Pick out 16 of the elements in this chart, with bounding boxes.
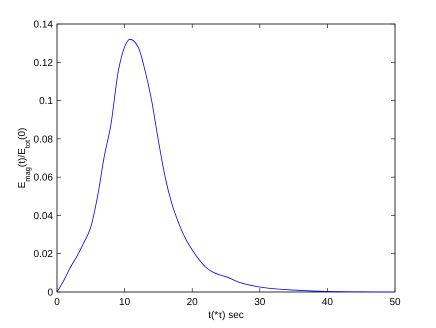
- y-tick-label: 0.1: [39, 96, 54, 108]
- x-tick-label: 40: [322, 297, 334, 308]
- y-tick-label: 0.14: [34, 20, 54, 30]
- x-tick-label: 10: [119, 297, 131, 308]
- y-tick-label: 0.08: [34, 134, 54, 146]
- x-tick-label: 50: [389, 297, 401, 308]
- x-tick-label: 30: [254, 297, 266, 308]
- y-tick-label: 0.12: [34, 58, 54, 69]
- y-tick-label: 0.06: [34, 172, 54, 184]
- x-axis-title: t(*τ) sec: [208, 310, 244, 321]
- y-tick-label: 0.02: [34, 249, 54, 260]
- x-tick-label: 0: [54, 297, 60, 308]
- line-series: [56, 38, 396, 292]
- y-tick-label: 0.04: [34, 210, 54, 222]
- y-tick-label: 0: [47, 288, 54, 298]
- x-tick-label: 20: [186, 297, 198, 308]
